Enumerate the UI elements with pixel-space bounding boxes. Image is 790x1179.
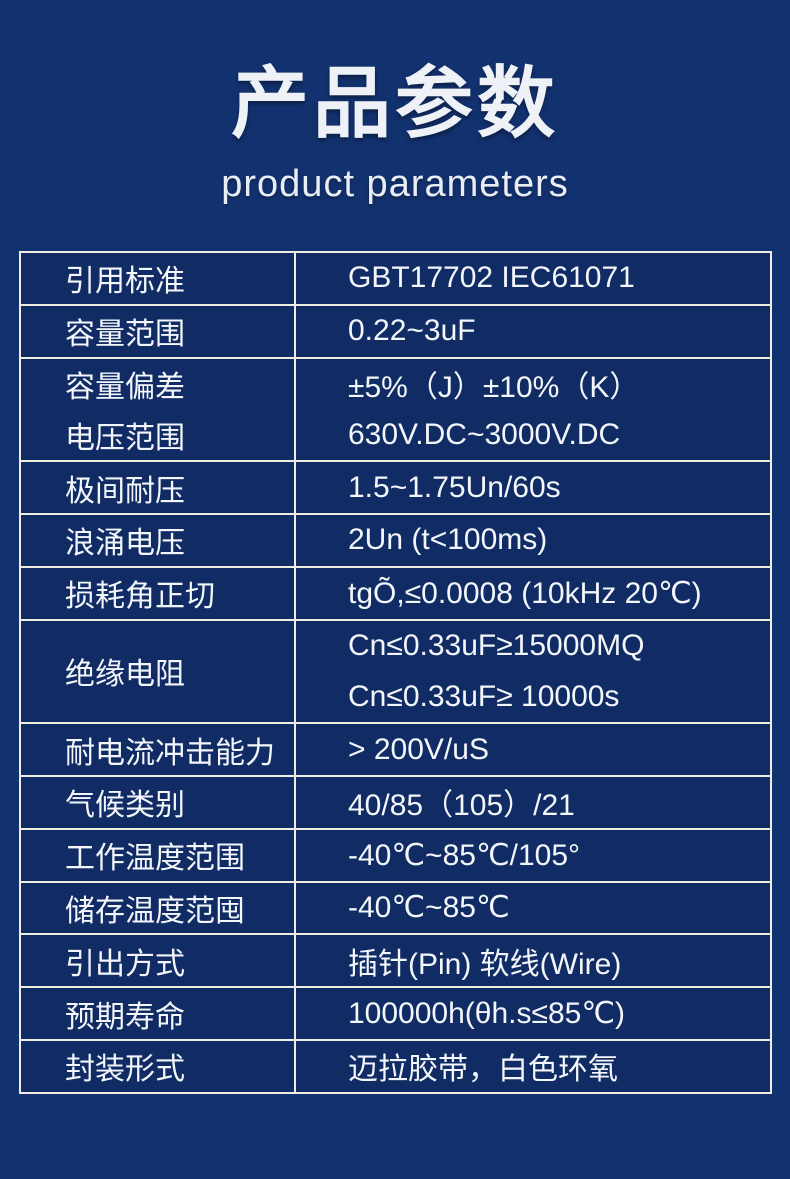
parameter-name-cell: 极间耐压 [21,462,296,513]
parameter-label: 浪涌电压 [65,527,185,561]
table-row: 绝缘电阻 Cn≤0.33uF≥15000MQ Cn≤0.33uF≥ 10000s [21,618,770,723]
table-row: 容量范围 0.22~3uF [21,303,770,357]
parameter-name-cell: 储存温度范囤 [21,882,296,934]
table-row: 极间耐压 1.5~1.75Un/60s [21,460,770,513]
table-row: 损耗角正切 tgÕ,≤0.0008 (10kHz 20℃) [21,565,770,619]
parameter-value: ±5%（J）±10%（K） [348,370,640,404]
parameter-label: 封装形式 [65,1053,185,1087]
page-header: 产品参数 product parameters [0,0,790,206]
parameter-value: -40℃~85℃/105° [348,838,581,872]
table-row: 耐电流冲击能力 > 200V/uS [21,722,770,775]
parameter-value-cell: 40/85（105）/21 [296,777,770,828]
parameter-name-cell: 容量范围 [21,305,296,357]
parameter-value-cell: 插针(Pin) 软线(Wire) [296,935,770,986]
page-subtitle: product parameters [221,163,569,205]
parameter-name-cell: 封装形式 [21,1040,296,1092]
parameter-value: 40/85（105）/21 [348,789,575,823]
parameter-value: 插针(Pin) 软线(Wire) [348,947,622,981]
parameter-value-cell: > 200V/uS [296,724,770,775]
parameter-label: 耐电流冲击能力 [65,736,275,770]
parameter-value-cell: Cn≤0.33uF≥15000MQ Cn≤0.33uF≥ 10000s [296,621,770,723]
parameter-label: 容量偏差 [65,370,185,404]
table-row: 浪涌电压 2Un (t<100ms) [21,512,770,566]
parameter-value: 0.22~3uF [348,314,476,348]
parameter-value-cell: tgÕ,≤0.0008 (10kHz 20℃) [296,568,770,619]
parameter-label: 容量范围 [65,318,185,352]
parameter-label: 工作温度范围 [65,842,245,876]
table-row: 容量偏差电压范围 ±5%（J）±10%（K） 630V.DC~3000V.DC [21,356,770,461]
table-row: 储存温度范囤 -40℃~85℃ [21,880,770,934]
parameter-value: Cn≤0.33uF≥ 10000s [348,679,620,713]
parameter-label: 引用标准 [65,265,185,299]
parameter-value-cell: 2Un (t<100ms) [296,515,770,566]
parameter-value-cell: -40℃~85℃ [296,883,770,934]
table-row: 工作温度范围 -40℃~85℃/105° [21,827,770,881]
parameter-value-cell: -40℃~85℃/105° [296,830,770,881]
parameters-table: 引用标准 GBT17702 IEC61071 容量范围 0.22~3uF 容量偏… [19,251,772,1094]
table-row: 引用标准 GBT17702 IEC61071 [21,253,770,304]
parameter-value: -40℃~85℃ [348,891,510,925]
parameter-value-cell: 1.5~1.75Un/60s [296,462,770,513]
parameter-label: 引出方式 [65,947,185,981]
parameter-name-cell: 耐电流冲击能力 [21,724,296,775]
parameter-name-cell: 气候类别 [21,776,296,828]
parameter-value: 630V.DC~3000V.DC [348,417,621,451]
parameter-value: 100000h(θh.s≤85℃) [348,997,626,1031]
parameter-value: Cn≤0.33uF≥15000MQ [348,628,645,662]
parameter-name-cell: 绝缘电阻 [21,620,296,723]
parameter-value-cell: GBT17702 IEC61071 [296,253,770,304]
parameter-name-cell: 引用标准 [21,253,296,304]
parameter-value: 迈拉胶带，白色环氧 [348,1053,618,1087]
page-title: 产品参数 [230,59,559,147]
parameter-label: 预期寿命 [65,1000,185,1034]
parameter-name-cell: 预期寿命 [21,988,296,1039]
parameter-value: 2Un (t<100ms) [348,523,548,557]
parameter-value: 1.5~1.75Un/60s [348,470,561,504]
parameter-value: tgÕ,≤0.0008 (10kHz 20℃) [348,576,702,610]
parameter-label: 极间耐压 [65,474,185,508]
parameter-value: GBT17702 IEC61071 [348,261,635,295]
parameter-name-cell: 浪涌电压 [21,514,296,566]
parameter-label: 气候类别 [65,789,185,823]
parameter-value-cell: 100000h(θh.s≤85℃) [296,988,770,1039]
parameter-name-cell: 损耗角正切 [21,567,296,619]
parameter-value-cell: 0.22~3uF [296,306,770,357]
table-row: 预期寿命 100000h(θh.s≤85℃) [21,986,770,1039]
parameter-value-cell: ±5%（J）±10%（K） 630V.DC~3000V.DC [296,359,770,461]
parameter-label: 电压范围 [65,421,185,455]
parameter-name-cell: 引出方式 [21,935,296,987]
parameter-value: > 200V/uS [348,732,489,766]
table-row: 气候类别 40/85（105）/21 [21,774,770,828]
table-row: 引出方式 插针(Pin) 软线(Wire) [21,933,770,987]
parameter-label: 储存温度范囤 [65,894,245,928]
parameter-value-cell: 迈拉胶带，白色环氧 [296,1041,770,1092]
parameter-label: 绝缘电阻 [65,658,185,692]
parameter-label: 损耗角正切 [65,580,215,614]
table-row: 封装形式 迈拉胶带，白色环氧 [21,1038,770,1092]
parameter-name-cell: 工作温度范围 [21,829,296,881]
parameter-name-cell: 容量偏差 电压范围 [21,358,296,461]
